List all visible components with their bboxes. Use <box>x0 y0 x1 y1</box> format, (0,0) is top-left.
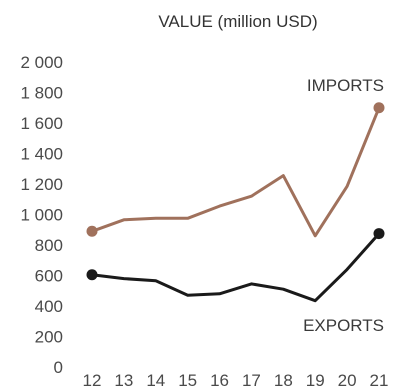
series-label-imports: IMPORTS <box>307 76 384 95</box>
y-tick-label: 200 <box>35 328 63 347</box>
y-tick-label: 1 600 <box>20 114 63 133</box>
y-tick-label: 600 <box>35 267 63 286</box>
y-tick-label: 1 200 <box>20 175 63 194</box>
x-tick-label: 14 <box>146 371 165 390</box>
chart-title: VALUE (million USD) <box>158 12 317 31</box>
series-label-exports: EXPORTS <box>303 316 384 335</box>
y-tick-label: 800 <box>35 236 63 255</box>
y-tick-label: 1 800 <box>20 84 63 103</box>
series-line-exports <box>90 232 381 303</box>
series-markers <box>86 102 385 281</box>
x-tick-label: 13 <box>114 371 133 390</box>
x-tick-label: 15 <box>178 371 197 390</box>
x-tick-label: 19 <box>306 371 325 390</box>
y-axis-ticks: 0 200 400 600 800 1 000 1 200 1 400 1 600 1 800 2 … <box>20 53 63 377</box>
x-tick-label: 21 <box>370 371 389 390</box>
data-point-exports <box>86 269 98 281</box>
x-tick-label: 20 <box>338 371 357 390</box>
y-tick-label: 0 <box>54 358 63 377</box>
x-tick-label: 12 <box>83 371 102 390</box>
series-line-imports <box>90 106 381 238</box>
y-tick-label: 400 <box>35 297 63 316</box>
data-point-exports <box>373 228 385 240</box>
x-axis-ticks: 12 13 14 15 16 17 18 19 20 21 <box>83 371 389 390</box>
data-point-imports <box>373 102 385 114</box>
series-lines <box>90 106 381 303</box>
x-tick-label: 18 <box>274 371 293 390</box>
y-tick-label: 2 000 <box>20 53 63 72</box>
y-tick-label: 1 000 <box>20 206 63 225</box>
y-tick-label: 1 400 <box>20 145 63 164</box>
data-point-imports <box>86 225 98 237</box>
x-tick-label: 16 <box>210 371 229 390</box>
x-tick-label: 17 <box>242 371 261 390</box>
